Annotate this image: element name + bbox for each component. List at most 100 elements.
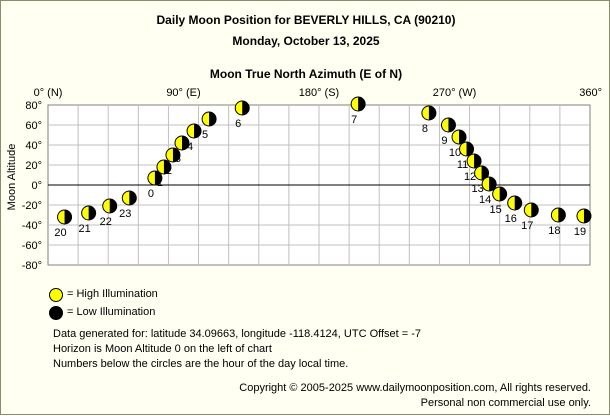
moon-dark-half xyxy=(583,209,591,223)
x-tick-label: 0° (N) xyxy=(34,87,63,99)
moon-point: 11 xyxy=(457,141,475,171)
moon-dark-half xyxy=(459,130,467,144)
hour-label: 18 xyxy=(548,225,560,237)
moon-dark-half xyxy=(242,101,250,115)
hour-label: 0 xyxy=(148,188,154,200)
hour-label: 2 xyxy=(166,165,172,177)
y-tick-label: 60° xyxy=(25,120,42,132)
info-horizon: Horizon is Moon Altitude 0 on the left o… xyxy=(53,343,272,355)
moon-point: 17 xyxy=(521,202,539,232)
y-tick-label: 80° xyxy=(25,100,42,112)
moon-dark-half xyxy=(466,142,474,156)
axis-ticks: 0° (N) 90° (E) 180° (S) 270° (W) 360°80°60°4… xyxy=(22,87,602,272)
x-tick-label: 360° xyxy=(579,87,602,99)
moon-point: 12 xyxy=(464,153,482,183)
moon-dark-half xyxy=(154,171,162,185)
legend-low-label: = Low Illumination xyxy=(67,306,156,318)
moon-dark-half xyxy=(88,206,96,220)
x-tick-label: 270° (W) xyxy=(433,87,477,99)
usage-notice: Personal non commercial use only. xyxy=(420,397,591,409)
low-illumination-icon xyxy=(49,306,63,320)
hour-label: 14 xyxy=(479,194,491,206)
hour-label: 21 xyxy=(79,223,91,235)
moon-dark-half xyxy=(514,196,522,210)
moon-point: 16 xyxy=(505,195,523,225)
moon-point: 8 xyxy=(421,105,437,135)
hour-label: 9 xyxy=(441,135,447,147)
moon-dark-half xyxy=(474,154,482,168)
hour-label: 16 xyxy=(505,213,517,225)
moon-point: 7 xyxy=(350,96,366,126)
hour-label: 11 xyxy=(457,159,468,171)
moon-dark-half xyxy=(499,187,507,202)
moon-point: 4 xyxy=(186,123,202,153)
legend-low: = Low Illumination xyxy=(49,306,209,321)
y-tick-label: -20° xyxy=(22,200,42,212)
hour-label: 8 xyxy=(422,123,428,135)
hour-label: 10 xyxy=(449,147,461,159)
hour-label: 17 xyxy=(521,220,533,232)
moon-dark-half xyxy=(64,210,72,224)
hour-label: 22 xyxy=(100,216,112,228)
hour-label: 1 xyxy=(157,177,163,189)
x-tick-label: 90° (E) xyxy=(166,87,200,99)
hour-label: 7 xyxy=(351,114,357,126)
moon-dark-half xyxy=(129,191,137,205)
moon-dark-half xyxy=(489,177,497,191)
moon-point: 2 xyxy=(165,147,181,177)
hour-label: 3 xyxy=(175,153,181,165)
moon-point: 0 xyxy=(147,170,163,200)
moon-dark-half xyxy=(448,118,456,132)
info-hours: Numbers below the circles are the hour o… xyxy=(53,358,349,370)
moon-dark-half xyxy=(209,112,217,126)
moon-point: 3 xyxy=(174,135,190,165)
moon-dark-half xyxy=(358,97,366,112)
moon-point: 9 xyxy=(440,117,456,147)
hour-label: 15 xyxy=(490,204,502,216)
hour-label: 6 xyxy=(235,118,241,130)
moon-point: 6 xyxy=(234,100,250,130)
copyright-text: Copyright © 2005-2025 www.dailymoonposit… xyxy=(239,382,591,394)
hour-label: 23 xyxy=(119,208,131,220)
x-axis-label: Moon True North Azimuth (E of N) xyxy=(210,67,402,81)
moon-point: 20 xyxy=(54,209,73,239)
moon-point: 18 xyxy=(548,207,566,237)
moon-dark-half xyxy=(109,199,117,213)
y-tick-label: 20° xyxy=(25,160,42,172)
y-tick-label: -40° xyxy=(22,220,42,232)
moon-dark-half xyxy=(558,208,566,222)
y-tick-label: -80° xyxy=(22,260,42,272)
hour-label: 4 xyxy=(187,141,193,153)
chart-title: Daily Moon Position for BEVERLY HILLS, C… xyxy=(157,13,456,27)
y-tick-label: 0° xyxy=(31,180,42,192)
hour-label: 12 xyxy=(464,171,476,183)
moon-point: 1 xyxy=(156,159,172,189)
moon-dark-half xyxy=(428,106,436,120)
moon-point: 22 xyxy=(100,198,118,228)
chart-subtitle: Monday, October 13, 2025 xyxy=(232,34,379,48)
info-coordinates: Data generated for: latitude 34.09663, l… xyxy=(53,328,422,340)
hour-label: 19 xyxy=(574,226,586,238)
moon-point: 5 xyxy=(201,111,217,141)
legend-high-label: = High Illumination xyxy=(67,288,158,300)
moon-dark-half xyxy=(181,136,189,150)
x-tick-label: 180° (S) xyxy=(299,87,339,99)
moon-dark-half xyxy=(163,160,171,174)
hour-label: 20 xyxy=(54,227,66,239)
legend-high: = High Illumination xyxy=(49,288,209,303)
moon-point: 15 xyxy=(490,186,508,216)
hour-label: 13 xyxy=(471,183,483,195)
hour-label: 5 xyxy=(202,129,208,141)
moon-dark-half xyxy=(481,166,489,180)
moon-point: 23 xyxy=(119,190,137,220)
y-tick-label: 40° xyxy=(25,140,42,152)
moon-point: 13 xyxy=(471,165,490,195)
moon-point: 21 xyxy=(79,205,97,235)
y-tick-label: -60° xyxy=(22,240,42,252)
moon-dark-half xyxy=(172,148,180,162)
high-illumination-icon xyxy=(49,288,63,302)
moon-point: 19 xyxy=(574,208,592,238)
